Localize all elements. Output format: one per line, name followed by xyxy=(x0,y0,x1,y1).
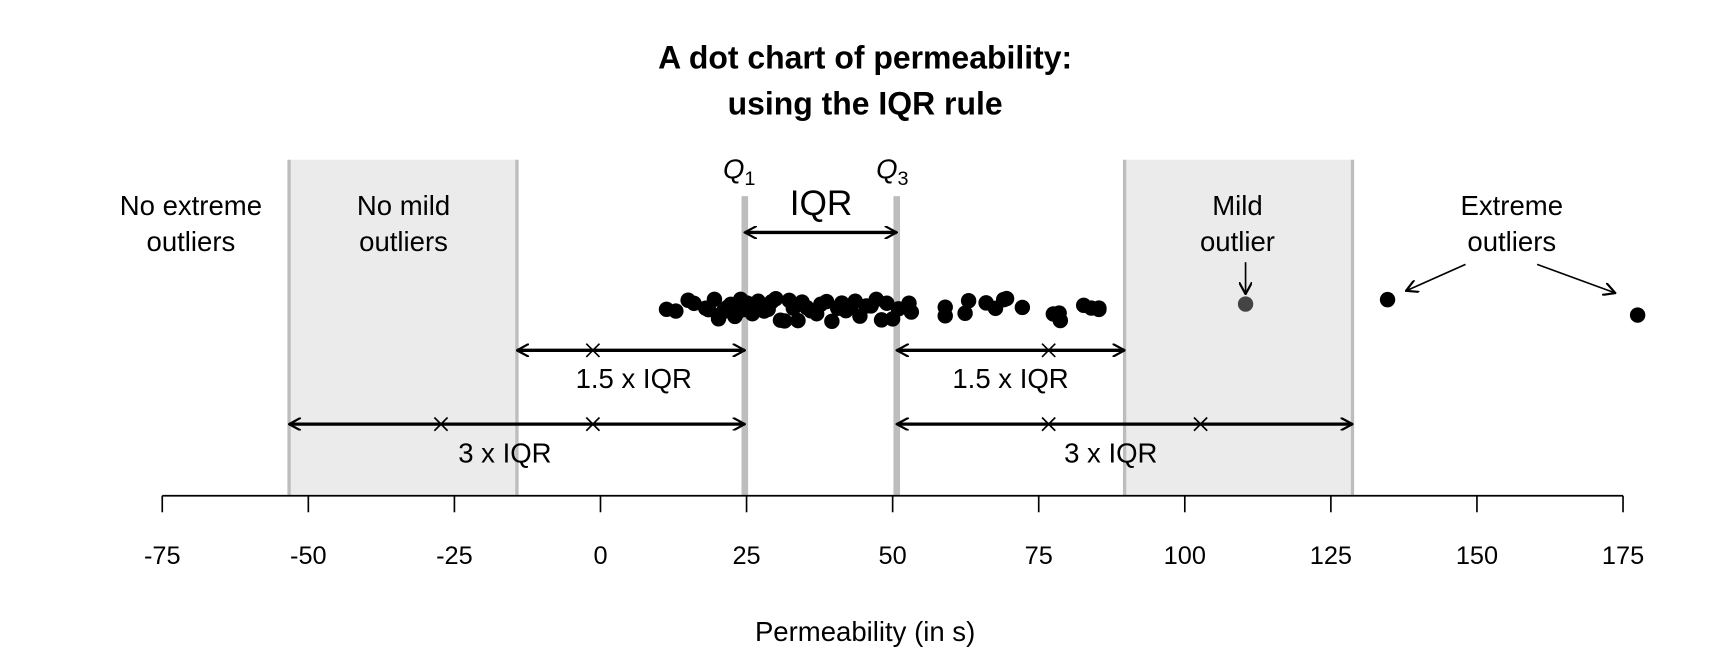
iqr3-left-label: 3 x IQR xyxy=(458,438,551,469)
data-point xyxy=(937,308,953,324)
data-point xyxy=(744,306,761,322)
q3-label: Q3 xyxy=(876,153,908,190)
data-point xyxy=(960,293,977,309)
x-tick-label: -50 xyxy=(290,542,327,570)
extreme-outlier-pointer xyxy=(1536,263,1615,293)
data-point xyxy=(998,290,1015,307)
extreme-outlier-point xyxy=(1629,307,1646,323)
label-no-mild-1: No mild xyxy=(357,190,450,221)
x-tick-label: 125 xyxy=(1310,542,1352,570)
chart-title-line-1: A dot chart of permeability: xyxy=(658,39,1072,75)
x-axis: -75 -50 -25 0 25 50 75 100 125 150 175 xyxy=(144,494,1644,570)
iqr15-right-label: 1.5 x IQR xyxy=(952,363,1068,394)
iqr-step-marker xyxy=(1193,416,1208,432)
data-point xyxy=(686,295,702,312)
data-point xyxy=(790,312,806,329)
label-extreme-1: Extreme xyxy=(1461,190,1564,221)
chart-title-line-2: using the IQR rule xyxy=(728,86,1003,122)
data-point xyxy=(1052,312,1069,329)
data-point xyxy=(1014,299,1031,316)
label-no-extreme-2: outliers xyxy=(147,226,236,257)
band-upper xyxy=(1124,159,1353,496)
data-point xyxy=(1091,300,1107,316)
data-point xyxy=(768,290,784,307)
data-point xyxy=(873,312,890,328)
iqr-step-marker xyxy=(1041,343,1056,358)
x-tick-label: 0 xyxy=(593,542,607,570)
data-point xyxy=(706,291,723,308)
x-tick-label: -75 xyxy=(144,542,181,570)
q1-label: Q1 xyxy=(723,153,755,190)
band-lower xyxy=(289,159,517,496)
data-point xyxy=(957,305,973,321)
iqr3-right-label: 3 x IQR xyxy=(1064,438,1157,469)
label-mild-1: Mild xyxy=(1212,190,1262,221)
x-axis-label: Permeability (in s) xyxy=(755,616,975,647)
label-extreme-2: outliers xyxy=(1467,226,1556,257)
mild-outlier-point xyxy=(1237,296,1254,312)
iqr-step-marker xyxy=(433,416,449,432)
iqr-step-marker xyxy=(585,343,601,358)
data-point xyxy=(818,293,835,310)
x-tick-label: 50 xyxy=(879,542,907,570)
x-tick-label: 75 xyxy=(1025,542,1053,570)
x-tick-label: 100 xyxy=(1164,542,1206,570)
iqr-label: IQR xyxy=(790,184,853,223)
iqr-step-marker xyxy=(1041,416,1056,432)
data-point xyxy=(903,304,920,320)
x-tick-label: 150 xyxy=(1456,542,1498,570)
data-point xyxy=(879,295,895,311)
x-tick-label: -25 xyxy=(436,542,473,570)
iqr-step-marker xyxy=(585,416,601,432)
iqr15-left-label: 1.5 x IQR xyxy=(576,363,692,394)
label-no-extreme-1: No extreme xyxy=(120,190,262,221)
x-tick-label: 25 xyxy=(732,542,760,570)
label-no-mild-2: outliers xyxy=(359,226,448,257)
data-point xyxy=(668,303,684,319)
extreme-outlier-pointer xyxy=(1406,263,1466,290)
data-point xyxy=(824,313,840,330)
x-tick-label: 175 xyxy=(1602,542,1644,570)
data-point xyxy=(776,313,793,329)
extreme-outlier-point xyxy=(1379,291,1396,308)
label-mild-2: outlier xyxy=(1200,226,1275,257)
